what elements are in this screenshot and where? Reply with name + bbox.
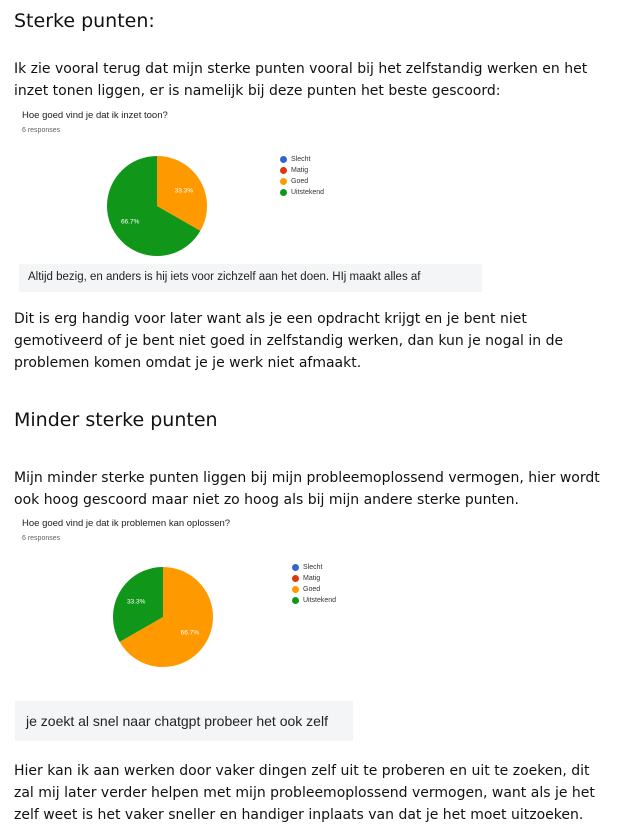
legend-item-uitstekend: Uitstekend xyxy=(280,187,324,198)
pie-label: 33.3% xyxy=(127,598,146,605)
pie-slice-goed xyxy=(119,567,213,667)
legend-dot-icon xyxy=(280,178,287,185)
legend-dot-icon xyxy=(292,597,299,604)
chart-legend: Slecht Matig Goed Uitstekend xyxy=(292,562,336,606)
pie-label: 33.3% xyxy=(175,187,194,194)
pie-label: 66.7% xyxy=(121,219,140,226)
paragraph-strong-intro: Ik zie vooral terug dat mijn sterke punt… xyxy=(14,61,588,99)
legend-item-slecht: Slecht xyxy=(280,154,324,165)
legend-label: Goed xyxy=(291,178,309,185)
pie-chart-inzet: 33.3% 66.7% xyxy=(107,156,208,256)
chart-card-problemen: Hoe goed vind je dat ik problemen kan op… xyxy=(14,514,414,676)
paragraph-weak-outro: Hier kan ik aan werken door vaker dingen… xyxy=(14,763,595,823)
legend-label: Goed xyxy=(303,586,321,593)
pie-label: 66.7% xyxy=(181,630,200,637)
pie-slice-uitstekend xyxy=(107,156,201,256)
response-box-weak: je zoekt al snel naar chatgpt probeer he… xyxy=(15,701,353,741)
heading-weak-points: Minder sterke punten xyxy=(14,409,218,431)
legend-item-matig: Matig xyxy=(292,573,336,584)
legend-label: Slecht xyxy=(303,564,323,571)
legend-label: Matig xyxy=(303,575,321,582)
chart-legend: Slecht Matig Goed Uitstekend xyxy=(280,154,324,198)
legend-dot-icon xyxy=(280,156,287,163)
response-text: Altijd bezig, en anders is hij iets voor… xyxy=(28,271,421,283)
legend-label: Uitstekend xyxy=(291,189,325,196)
legend-dot-icon xyxy=(280,189,287,196)
chart-response-count: 6 responses xyxy=(22,127,61,134)
pie-slice-goed xyxy=(157,156,208,231)
legend-dot-icon xyxy=(280,167,287,174)
chart-title: Hoe goed vind je dat ik inzet toon? xyxy=(22,110,168,121)
chart-response-count: 6 responses xyxy=(22,535,61,542)
legend-item-slecht: Slecht xyxy=(292,562,336,573)
response-box-strong: Altijd bezig, en anders is hij iets voor… xyxy=(19,264,482,292)
pie-chart-problemen: 66.7% 33.3% xyxy=(113,567,213,667)
legend-label: Matig xyxy=(291,167,309,174)
paragraph-strong-outro: Dit is erg handig voor later want als je… xyxy=(14,311,564,371)
legend-label: Slecht xyxy=(291,156,311,163)
pie-slice-uitstekend xyxy=(113,567,163,642)
chart-card-inzet: Hoe goed vind je dat ik inzet toon? 6 re… xyxy=(14,106,414,260)
legend-item-goed: Goed xyxy=(280,176,324,187)
legend-dot-icon xyxy=(292,586,299,593)
legend-dot-icon xyxy=(292,564,299,571)
paragraph-weak-intro: Mijn minder sterke punten liggen bij mij… xyxy=(14,470,600,508)
legend-dot-icon xyxy=(292,575,299,582)
legend-item-uitstekend: Uitstekend xyxy=(292,595,336,606)
legend-item-matig: Matig xyxy=(280,165,324,176)
response-text: je zoekt al snel naar chatgpt probeer he… xyxy=(26,713,328,729)
legend-label: Uitstekend xyxy=(303,597,337,604)
legend-item-goed: Goed xyxy=(292,584,336,595)
heading-strong-points: Sterke punten: xyxy=(14,10,155,32)
chart-title: Hoe goed vind je dat ik problemen kan op… xyxy=(22,518,231,529)
